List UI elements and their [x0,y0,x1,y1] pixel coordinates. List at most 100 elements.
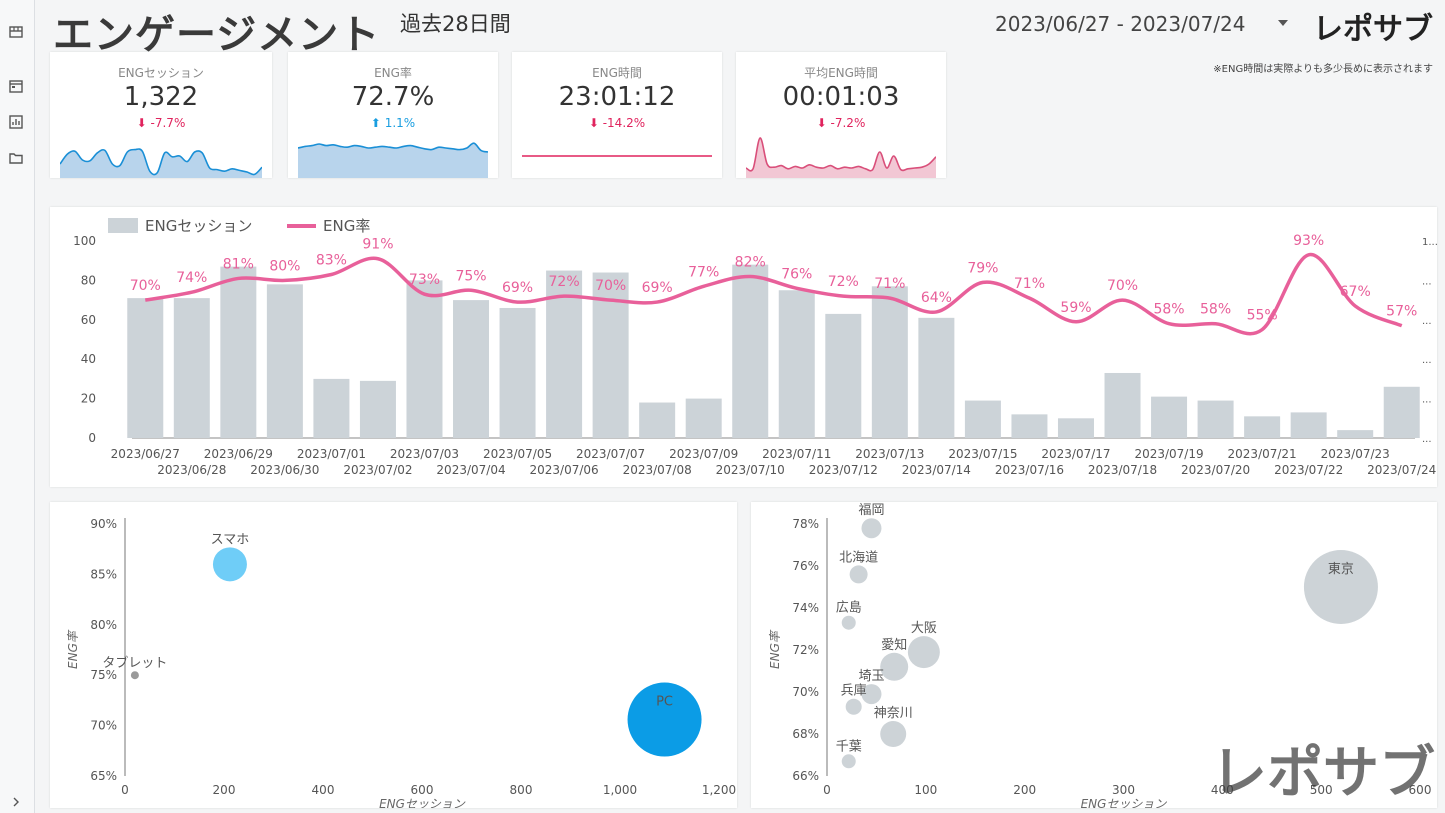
kpi-label: ENGセッション [118,66,204,80]
x-axis-title: ENGセッション [379,797,466,808]
kpi-delta: ⬆ 1.1% [288,116,498,130]
data-label: 67% [1340,284,1371,300]
bar-eng-session [127,298,164,438]
bar-chart-icon[interactable] [7,114,25,130]
bubble-label: PC [656,695,673,710]
x-tick-label: 2023/07/20 [1181,463,1250,477]
bubble-label: 大阪 [911,621,937,636]
data-label: 81% [223,256,254,272]
bar-eng-session [778,290,815,438]
x-tick-label: 2023/07/16 [995,463,1064,477]
line-eng-rate [144,253,1403,336]
data-label: 79% [967,260,998,276]
y-tick-label: 90% [90,517,117,531]
x-tick-label: 2023/07/07 [576,447,645,461]
bar-eng-session [1197,400,1234,438]
y-tick-label: 0 [88,431,96,445]
x-tick-label: 2023/07/04 [436,463,505,477]
bubble [1303,550,1378,624]
x-tick-label: 500 [1310,783,1333,797]
sparkline-area [298,143,488,178]
kpi-value: 72.7% [351,82,435,112]
bubble [861,684,882,705]
bubble-label: 東京 [1328,561,1354,577]
sparkline-line [746,137,936,172]
y-tick-label: 80% [90,618,117,632]
kpi-card-avg-eng-time: 平均ENG時間 00:01:03 ⬇ -7.2% [736,52,946,178]
sparkline-line [60,148,262,176]
calendar-icon[interactable] [7,78,25,94]
kpi-delta: ⬇ -14.2% [512,116,722,130]
sparkline-line [298,142,488,153]
y2-tick-label: ... [1422,434,1432,445]
legend-swatch-bar [108,218,138,233]
device-scatter-chart: 65% 70% 75% 80% 85% 90% 0 200 400 600 800 1,000 1,20… [66,517,736,811]
kpi-card-eng-sessions: ENGセッション 1,322 ⬇ -7.7% [50,52,272,178]
sparkline-area [522,156,712,178]
bar-eng-session [871,286,908,438]
y2-tick-label: ... [1422,395,1432,406]
chevron-down-icon[interactable] [1278,20,1288,26]
arrow-down-icon: ⬇ [816,116,827,130]
y-tick-label: 85% [90,567,117,581]
bubble-label: 広島 [836,601,862,616]
bar-eng-session [499,307,536,438]
x-tick-label: 2023/07/18 [1088,463,1157,477]
data-label: 69% [642,280,673,296]
bubble-label: 千葉 [836,739,862,754]
bar-eng-session [1244,416,1281,438]
bubble-label: 愛知 [881,637,907,653]
y-tick-label: 68% [792,727,819,741]
bubble-label: 神奈川 [874,706,913,721]
bar-eng-session [918,317,955,438]
store-icon[interactable] [7,24,25,40]
x-tick-label: 2023/07/06 [530,463,599,477]
x-tick-label: 2023/07/17 [1041,447,1110,461]
x-tick-label: 2023/06/27 [111,447,180,461]
data-label: 72% [549,274,580,290]
period-label: 過去28日間 [400,12,511,36]
x-tick-label: 200 [213,783,236,797]
data-label: 82% [735,254,766,270]
bubble [841,615,856,630]
bubble [907,636,940,669]
data-label: 72% [828,274,859,290]
bar-eng-session [313,378,350,438]
arrow-down-icon: ⬇ [136,116,147,130]
x-tick-label: 2023/06/28 [157,463,226,477]
bar-eng-session [685,398,722,438]
bubble-label: タブレット [102,655,167,671]
bar-eng-session [1151,396,1188,438]
folder-icon[interactable] [7,150,25,166]
region-scatter-card: 66% 68% 70% 72% 74% 76% 78% 0 100 200 300 400 500 600… [751,502,1437,811]
x-tick-label: 400 [312,783,335,797]
y2-tick-label: ... [1422,276,1432,287]
x-tick-label: 1,000 [603,783,637,797]
expand-chevron-icon[interactable] [7,796,25,812]
data-label: 64% [921,290,952,306]
y-tick-label: 100 [73,234,96,248]
y-tick-label: 65% [90,769,117,783]
x-tick-label: 2023/07/10 [716,463,785,477]
y-tick-label: 20 [81,392,96,406]
data-label: 80% [269,258,300,274]
data-label: 71% [1014,276,1045,292]
data-label: 74% [176,270,207,286]
kpi-card-eng-time: ENG時間 23:01:12 ⬇ -14.2% [512,52,722,178]
x-tick-label: 2023/07/08 [623,463,692,477]
data-label: 69% [502,280,533,296]
device-scatter-card: 65% 70% 75% 80% 85% 90% 0 200 400 600 800 1,000 1,20… [50,502,737,811]
x-tick-label: 2023/07/01 [297,447,366,461]
data-label: 76% [781,266,812,282]
x-tick-label: 2023/07/05 [483,447,552,461]
bubble [861,518,882,539]
x-tick-label: 2023/07/19 [1134,447,1203,461]
arrow-up-icon: ⬆ [370,116,381,130]
date-range-picker[interactable]: 2023/06/27 - 2023/07/24 [995,12,1246,36]
kpi-value: 1,322 [123,82,199,112]
bar-eng-session [1057,418,1094,438]
y-tick-label: 66% [792,769,819,783]
bar-eng-session [1383,386,1420,438]
daily-engagement-chart-card: ENGセッション ENG率 0 20 40 60 80 100............... 1… [50,207,1438,487]
x-tick-label: 2023/07/11 [762,447,831,461]
